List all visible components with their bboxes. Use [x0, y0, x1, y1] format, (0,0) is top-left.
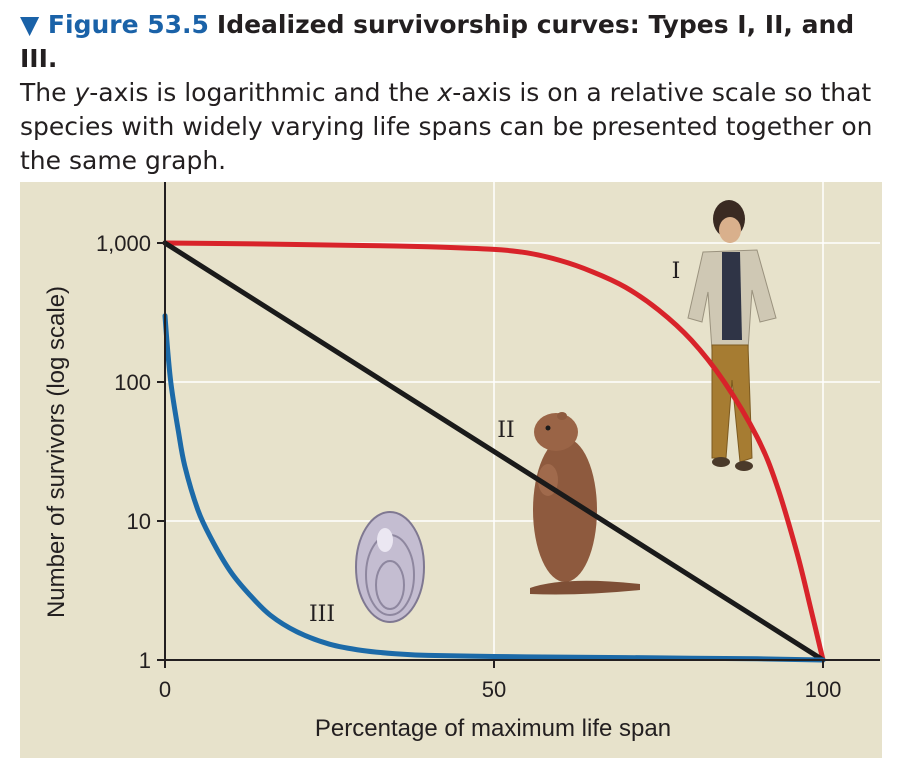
figure-number: ▼ Figure 53.5	[20, 10, 209, 39]
y-axis-title: Number of survivors (log scale)	[43, 286, 70, 618]
caption-text-5: -axis is on a relative scale so that spe…	[20, 78, 873, 175]
curve-label-I: I	[672, 259, 681, 284]
curve-label-III: III	[309, 602, 335, 627]
x-tick-label: 100	[805, 677, 842, 702]
caption-text-4: x	[437, 78, 453, 107]
x-tick-label: 50	[482, 677, 506, 702]
curve-label-II: II	[497, 418, 514, 443]
y-tick-label: 100	[114, 370, 151, 395]
y-tick-label: 1,000	[96, 231, 151, 256]
illustrations	[355, 200, 777, 623]
curve-type-III	[162, 313, 826, 663]
figure-title: Idealized survivorship curves: Types I, …	[20, 10, 855, 73]
caption-text-2: y	[74, 78, 90, 107]
y-tick-label: 1	[139, 648, 151, 673]
human-illustration	[687, 200, 777, 471]
survivorship-curves	[162, 240, 826, 663]
caption-text-3: -axis is logarithmic and the	[89, 78, 438, 107]
curve-type-I	[162, 240, 826, 663]
caption-text-1: The	[20, 78, 75, 107]
oyster-illustration	[355, 511, 425, 623]
x-axis-title: Percentage of maximum life span	[315, 715, 671, 742]
x-tick-label: 0	[159, 677, 171, 702]
figure-caption: ▼ Figure 53.5 Idealized survivorship cur…	[20, 8, 890, 178]
curve-type-II	[162, 240, 826, 663]
y-tick-label: 10	[127, 509, 151, 534]
tick-labels: 1 10 100 1,000 0 50 100	[96, 231, 841, 702]
axes	[157, 182, 880, 668]
